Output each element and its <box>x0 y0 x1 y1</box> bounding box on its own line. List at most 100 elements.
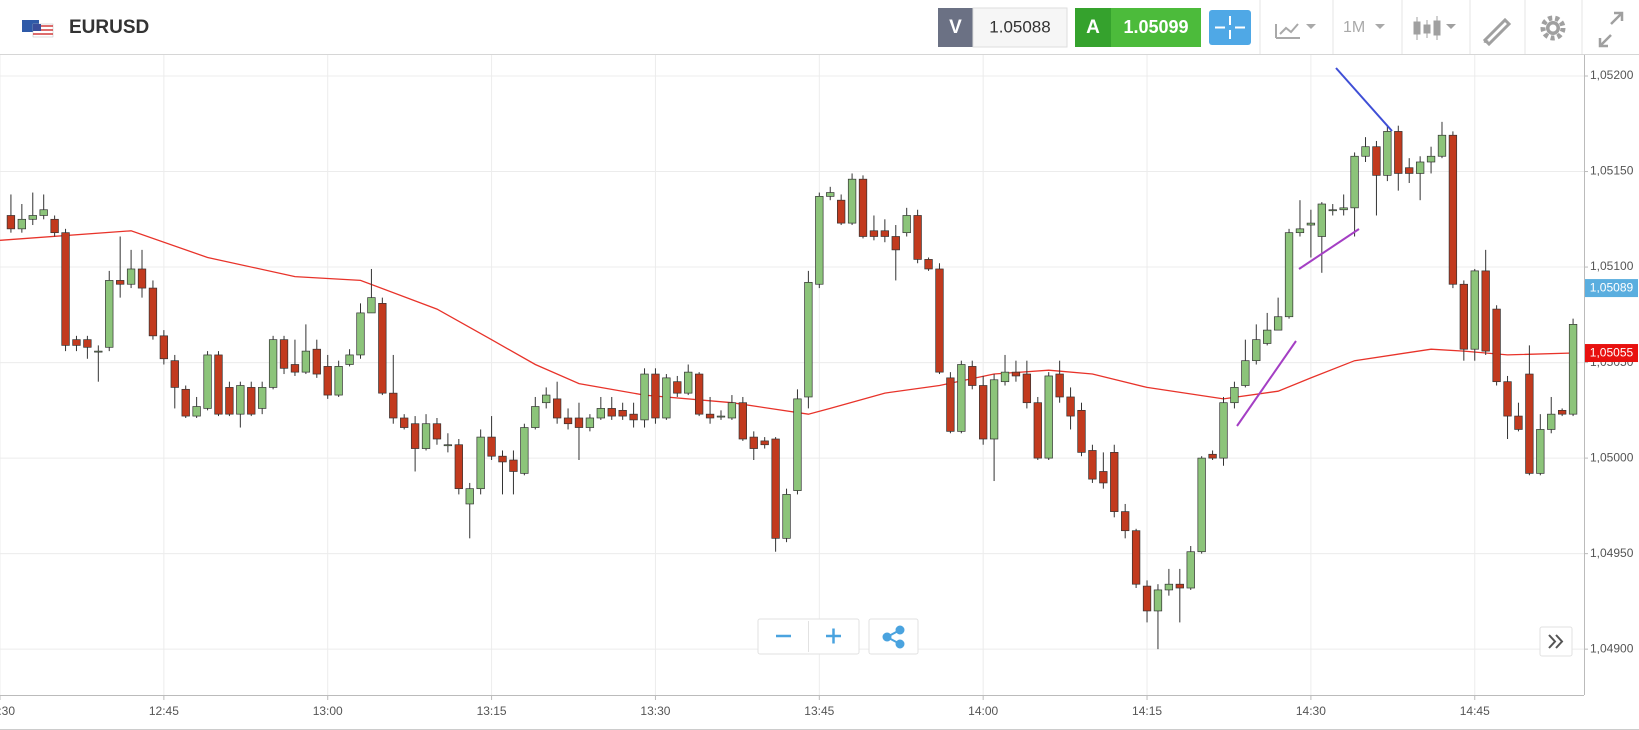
candle-body <box>531 406 540 428</box>
draw-tool-button[interactable] <box>1482 17 1512 47</box>
candle-body <box>716 415 726 418</box>
candle-body <box>771 438 780 539</box>
candle-body <box>1066 396 1075 417</box>
candle-body <box>1437 134 1447 157</box>
candle-body <box>454 444 463 490</box>
trend-line[interactable] <box>1298 228 1360 270</box>
timeframe-button[interactable]: 1M <box>1343 19 1365 36</box>
candle-body <box>170 360 179 388</box>
candle-body <box>585 417 595 428</box>
crosshair-button[interactable] <box>1209 10 1251 45</box>
candle-body <box>1481 270 1490 352</box>
candle-body <box>367 297 376 314</box>
candle-body <box>1121 511 1130 532</box>
y-tick-label: 1,05150 <box>1590 164 1634 178</box>
candle-body <box>989 379 999 440</box>
candle-body <box>1208 453 1217 459</box>
x-tick-label: 14:45 <box>1460 704 1490 718</box>
candle-body <box>749 436 758 449</box>
candle-body <box>334 366 343 396</box>
candle-type-button[interactable] <box>1413 16 1456 40</box>
candle-body <box>1514 415 1523 430</box>
candle-body <box>1110 452 1119 512</box>
candle-body <box>1525 373 1534 474</box>
trend-line[interactable] <box>1335 67 1393 132</box>
candle-body <box>6 215 16 230</box>
y-tick-label: 1,04950 <box>1590 546 1634 560</box>
x-tick-label: 14:00 <box>968 704 998 718</box>
candle-body <box>935 268 944 373</box>
price-label-box <box>1585 279 1638 298</box>
candle-body <box>137 268 147 289</box>
sell-price: 1.05088 <box>989 17 1050 36</box>
trend-line[interactable] <box>1236 340 1297 427</box>
candle-body <box>1426 155 1436 163</box>
fullscreen-button[interactable] <box>1598 11 1624 48</box>
candle-body <box>891 236 900 251</box>
sell-price-box[interactable] <box>972 7 1068 48</box>
candle-body <box>465 488 474 505</box>
candle-body <box>1088 450 1097 480</box>
candle-body <box>946 377 955 432</box>
y-tick-label: 1,05000 <box>1590 450 1634 464</box>
candle-body <box>727 402 737 419</box>
toolbar-separators <box>1259 0 1583 54</box>
candle-body <box>673 381 682 394</box>
candle-body <box>793 398 802 491</box>
buy-price: 1.05099 <box>1123 17 1188 37</box>
candle-body <box>1142 585 1152 612</box>
candle-body <box>498 455 507 463</box>
candle-body <box>1547 413 1556 430</box>
candle-body <box>902 215 911 234</box>
candle-body <box>979 385 988 440</box>
candle-body <box>1558 409 1567 415</box>
candle-body <box>542 394 551 404</box>
share-button[interactable] <box>868 618 919 655</box>
candle-body <box>1295 228 1305 234</box>
y-tick-label: 1,05200 <box>1590 68 1634 82</box>
flag-icon <box>22 20 54 38</box>
candle-body <box>1350 155 1359 209</box>
chart-area: 12:30 12:45 13:00 13:15 13:30 13:45 14:00 14:15… <box>0 55 1639 730</box>
candle-body <box>279 339 289 369</box>
candle-body <box>323 366 332 396</box>
scroll-end-icon <box>1548 634 1564 649</box>
candle-body <box>225 387 234 415</box>
candle-body <box>421 423 431 449</box>
toolbar: EURUSD V 1.05088 A 1.05099 1M <box>0 0 1639 55</box>
crosshair-icon <box>1215 16 1245 39</box>
candle-body <box>640 373 649 421</box>
settings-button[interactable] <box>1540 15 1566 41</box>
candle-body <box>694 373 704 415</box>
candle-body <box>247 387 256 415</box>
candle-body <box>345 354 354 365</box>
zoom-in-button[interactable] <box>826 628 841 644</box>
x-tick-label: 12:45 <box>149 704 179 718</box>
candle-body <box>1448 134 1458 285</box>
candle-body <box>1492 308 1501 383</box>
price-label: 1,05055 <box>1590 346 1634 360</box>
candle-body <box>1219 402 1228 459</box>
buy-price-box[interactable] <box>1111 8 1201 47</box>
candle-body <box>815 196 824 285</box>
sell-button[interactable] <box>938 8 973 47</box>
chart-type-button[interactable] <box>1275 23 1316 39</box>
candle-body <box>1317 203 1326 237</box>
y-tick-label: 1,04900 <box>1590 641 1634 655</box>
candle-body <box>1328 209 1337 212</box>
candle-body <box>312 348 321 375</box>
candle-body <box>1470 270 1479 350</box>
candle-body <box>662 377 671 419</box>
candle-body <box>236 385 245 415</box>
x-tick-label: 13:30 <box>640 704 670 718</box>
candle-body <box>1153 589 1163 612</box>
x-tick-label: 14:30 <box>1296 704 1326 718</box>
candle-body <box>203 354 212 409</box>
candle-body <box>72 339 81 346</box>
buy-button[interactable] <box>1075 8 1111 47</box>
candle-body <box>924 259 933 270</box>
candle-body <box>618 409 627 417</box>
candle-body <box>126 268 136 285</box>
candle-body <box>61 232 70 346</box>
